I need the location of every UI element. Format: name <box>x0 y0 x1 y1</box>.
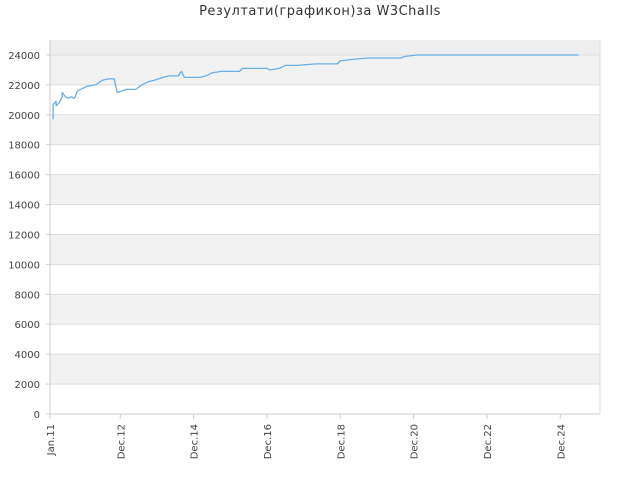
y-tick-label: 6000 <box>15 320 40 331</box>
y-tick-label: 10000 <box>8 260 40 271</box>
plot-band <box>50 234 600 265</box>
x-tick-label: Dec.14 <box>190 424 201 459</box>
y-tick-label: 18000 <box>8 141 40 152</box>
y-tick-labels: 0 2000 4000 6000 8000 10000 12000 14000 16000 180… <box>8 51 40 421</box>
y-tick-label: 20000 <box>8 111 40 122</box>
y-tick-label: 12000 <box>8 230 40 241</box>
series-line <box>52 54 579 120</box>
y-tick-label: 22000 <box>8 81 40 92</box>
y-tick-label: 2000 <box>15 380 40 391</box>
plot-band <box>50 54 600 85</box>
y-tick-label: 24000 <box>8 51 40 62</box>
x-tick-label: Dec.16 <box>263 424 274 459</box>
x-tick-label: Dec.22 <box>483 424 494 459</box>
y-tick-label: 0 <box>34 410 40 421</box>
plot-band <box>50 174 600 205</box>
x-tick-label: Dec.20 <box>410 424 421 459</box>
y-tick-label: 4000 <box>15 350 40 361</box>
x-tick-label: Dec.18 <box>336 424 347 459</box>
x-tick-label: Jan.11 <box>46 424 57 456</box>
series-group <box>52 54 579 120</box>
y-tick-label: 16000 <box>8 171 40 182</box>
x-tick-label: Dec.12 <box>116 424 127 459</box>
axes <box>46 40 601 419</box>
plot-band <box>50 114 600 145</box>
plot-band <box>50 294 600 325</box>
y-tick-label: 8000 <box>15 290 40 301</box>
plot-band <box>50 354 600 385</box>
x-tick-labels: Jan.11 Dec.12 Dec.14 Dec.16 Dec.18 Dec.20 Dec.… <box>46 424 567 459</box>
y-tick-label: 14000 <box>8 201 40 212</box>
plot-bands <box>50 40 600 385</box>
plot-band <box>50 40 600 55</box>
x-tick-label: Dec.24 <box>556 424 567 459</box>
chart-title: Резултати(графикон)за W3Challs <box>199 4 441 19</box>
